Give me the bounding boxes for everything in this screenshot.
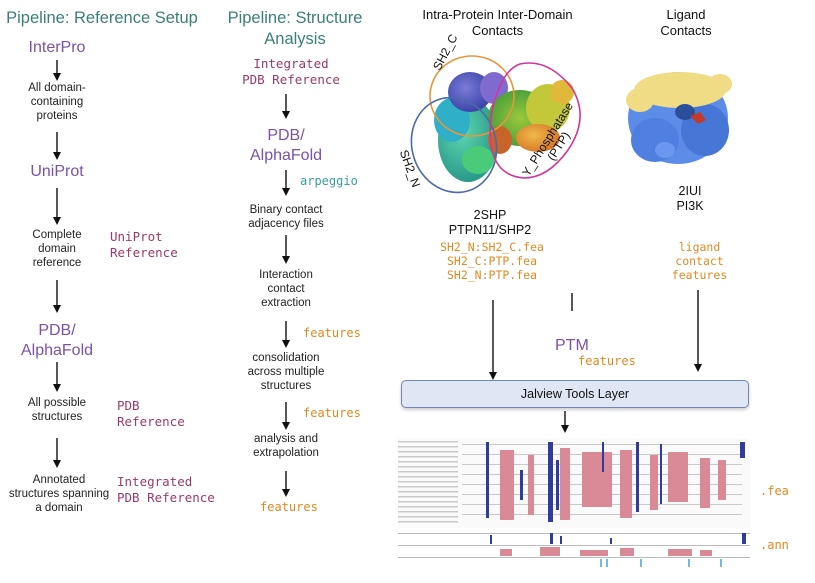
integrated-pdb-reference-start: Integrated PDB Reference — [242, 56, 340, 87]
stage-all-possible-structures: All possible structures — [27, 397, 87, 423]
output-ann-label: .ann — [760, 538, 789, 552]
sh2-c-outline — [429, 55, 515, 137]
uniprot-reference-label: UniProt Reference — [110, 229, 178, 260]
ptm-label: PTM — [555, 337, 589, 354]
protein-2shp-label: 2SHP PTPN11/SHP2 — [448, 208, 532, 237]
ligand-contact-features: ligand contact features — [671, 240, 728, 282]
stage-complete-domain-reference: Complete domain reference — [32, 229, 82, 269]
sh2-n-outline — [410, 96, 498, 194]
ptp-outline — [489, 62, 581, 179]
ligand-contacts-title: Ligand Contacts — [660, 7, 712, 38]
arpeggio-label: arpeggio — [300, 174, 358, 188]
jalview-tools-layer: Jalview Tools Layer — [401, 380, 749, 408]
stage-analysis-extrapolation: analysis and extrapolation — [253, 433, 319, 459]
output-fea-label: .fea — [760, 484, 789, 498]
stage-all-domain-proteins: All domain- containing proteins — [28, 82, 86, 122]
annotation-tracks — [398, 533, 750, 567]
structure-analysis-title: Pipeline: Structure Analysis — [227, 9, 363, 48]
stage-annotated-structures: Annotated structures spanning a domain — [8, 474, 110, 514]
stage-pdb-alphafold: PDB/ AlphaFold — [20, 322, 94, 359]
pdb-reference-label: PDB Reference — [117, 398, 185, 429]
stage-features-output: features — [260, 500, 318, 514]
stage-interaction-contact-extraction: Interaction contact extraction — [259, 269, 313, 309]
stage-uniprot: UniProt — [30, 163, 84, 180]
features-label-2: features — [303, 406, 361, 420]
stage-consolidation: consolidation across multiple structures — [247, 352, 325, 392]
stage-pdb-alphafold-middle: PDB/ AlphaFold — [249, 127, 323, 164]
protein-2iui-label: 2IUI PI3K — [676, 184, 704, 213]
domain-feature-files: SH2_N:SH2_C.fea SH2_C:PTP.fea SH2_N:PTP.… — [440, 240, 544, 282]
stage-interpro: InterPro — [28, 39, 86, 56]
integrated-pdb-reference-label: Integrated PDB Reference — [117, 474, 215, 505]
domain-contacts-title: Intra-Protein Inter-Domain Contacts — [422, 7, 573, 38]
features-label-1: features — [303, 326, 361, 340]
protein-surface — [434, 72, 574, 182]
stage-binary-contact-files: Binary contact adjacency files — [248, 204, 324, 230]
reference-setup-title: Pipeline: Reference Setup — [6, 9, 198, 27]
ptm-features-label: features — [578, 354, 636, 368]
alignment-rows — [398, 438, 750, 528]
